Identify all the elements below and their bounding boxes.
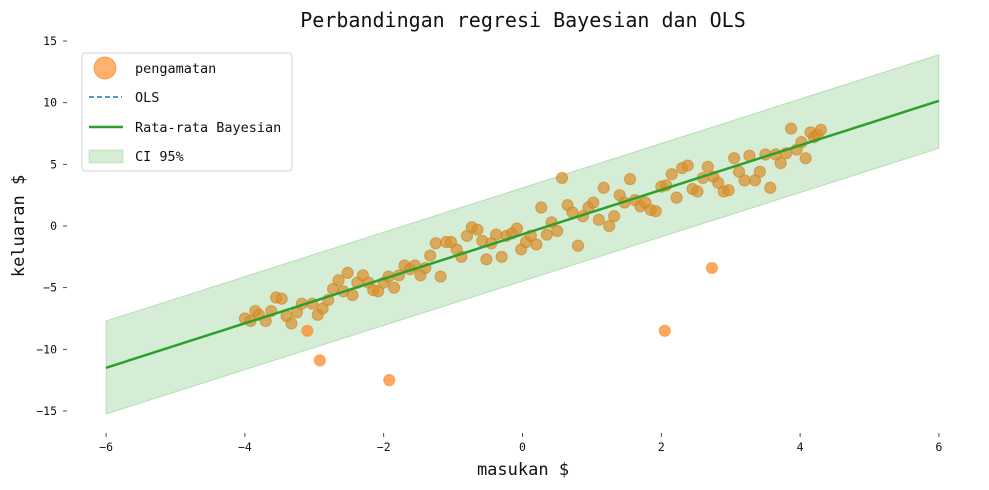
data-point bbox=[774, 157, 787, 170]
data-point bbox=[332, 274, 345, 287]
legend-label-ols: OLS bbox=[135, 90, 159, 106]
data-point bbox=[623, 173, 637, 186]
data-point bbox=[372, 285, 385, 298]
data-point bbox=[722, 184, 735, 197]
data-point bbox=[316, 302, 329, 315]
data-point bbox=[341, 266, 354, 279]
data-point bbox=[753, 165, 766, 178]
legend: pengamatan OLS Rata-rata Bayesian CI 95% bbox=[81, 52, 293, 172]
y-tick-label: 10 bbox=[43, 96, 57, 110]
bayesian-mean-line bbox=[105, 99, 940, 369]
y-tick-label: 15 bbox=[43, 34, 57, 48]
data-point bbox=[799, 152, 812, 165]
data-point bbox=[603, 219, 616, 233]
data-point bbox=[814, 123, 828, 136]
data-point bbox=[784, 122, 798, 135]
data-point bbox=[555, 171, 569, 185]
x-tick-label: 6 bbox=[935, 440, 942, 454]
data-point bbox=[608, 210, 621, 223]
data-point bbox=[424, 249, 437, 262]
data-point bbox=[691, 185, 704, 198]
data-point bbox=[301, 324, 314, 337]
y-tick-label: −15 bbox=[36, 404, 57, 418]
data-point bbox=[728, 152, 741, 165]
y-axis-label: keluaran $ bbox=[9, 175, 29, 277]
x-tick-label: −4 bbox=[238, 440, 252, 454]
data-point bbox=[592, 213, 605, 226]
data-point bbox=[712, 176, 725, 189]
data-point bbox=[313, 354, 326, 367]
data-point bbox=[701, 160, 714, 173]
y-tick-label: 5 bbox=[50, 157, 57, 171]
data-point bbox=[285, 317, 298, 330]
x-tick-label: 4 bbox=[797, 440, 804, 454]
y-tick-label: 0 bbox=[50, 219, 57, 233]
data-point bbox=[471, 223, 484, 236]
data-point bbox=[764, 181, 777, 194]
legend-frame bbox=[81, 52, 293, 172]
data-point bbox=[540, 228, 553, 241]
x-axis-label: masukan $ bbox=[477, 460, 569, 480]
y-tick-label: −5 bbox=[43, 281, 57, 295]
x-tick-label: −2 bbox=[377, 440, 391, 454]
x-tick-label: 0 bbox=[519, 440, 526, 454]
data-point bbox=[681, 159, 694, 172]
data-point bbox=[658, 324, 671, 337]
x-tick-label: −6 bbox=[99, 440, 113, 454]
legend-label-bayes-mean: Rata-rata Bayesian bbox=[135, 120, 281, 136]
legend-marker-icon bbox=[93, 56, 117, 80]
data-point bbox=[571, 239, 585, 252]
data-point bbox=[429, 237, 442, 250]
legend-label-observations: pengamatan bbox=[135, 61, 216, 77]
data-point bbox=[510, 222, 524, 235]
data-point bbox=[597, 181, 610, 194]
data-point bbox=[495, 250, 508, 263]
regression-lines bbox=[105, 99, 940, 369]
data-point bbox=[551, 224, 564, 238]
data-point bbox=[670, 191, 683, 204]
data-point bbox=[705, 261, 719, 275]
data-point bbox=[434, 270, 447, 283]
y-axis-ticks: 15 10 5 0 −5 −10 −15 bbox=[36, 34, 67, 418]
data-point bbox=[587, 196, 600, 209]
data-point bbox=[665, 168, 678, 181]
data-point bbox=[530, 238, 543, 251]
legend-patch-icon bbox=[88, 149, 124, 164]
legend-label-ci: CI 95% bbox=[135, 149, 184, 165]
y-tick-label: −10 bbox=[36, 342, 57, 356]
data-point bbox=[480, 253, 493, 266]
x-axis-ticks: −6 −4 −2 0 2 4 6 bbox=[99, 433, 942, 454]
data-point bbox=[383, 374, 396, 387]
data-point bbox=[738, 174, 751, 187]
data-point bbox=[388, 281, 401, 294]
x-tick-label: 2 bbox=[658, 440, 665, 454]
data-point bbox=[275, 292, 288, 305]
chart-title: Perbandingan regresi Bayesian dan OLS bbox=[300, 8, 746, 32]
data-point bbox=[649, 205, 662, 218]
data-point bbox=[490, 228, 503, 241]
data-point bbox=[535, 201, 548, 214]
